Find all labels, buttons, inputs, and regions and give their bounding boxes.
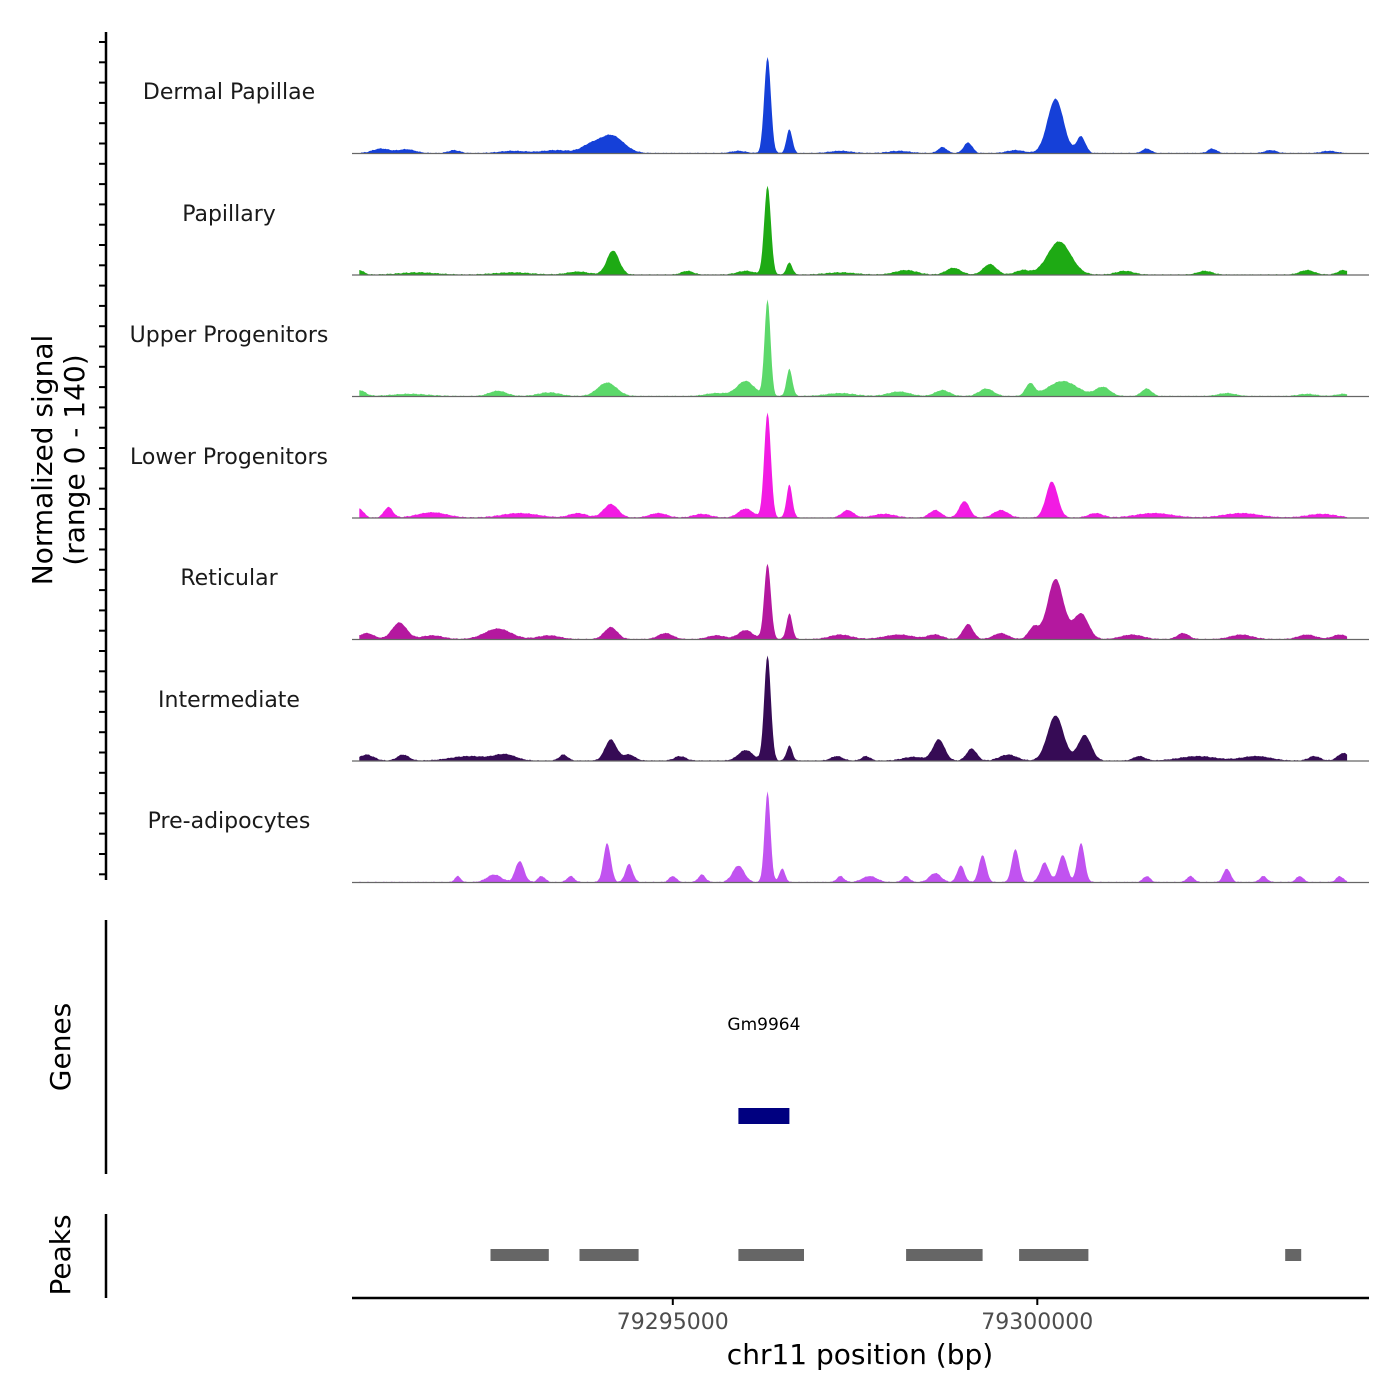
gene-label: Gm9964 [727,1015,800,1035]
track-label-reticular: Reticular [180,566,278,591]
coverage-tracks [352,57,1369,884]
coverage-area [359,299,1348,397]
genes-panel-title: Genes [44,1003,77,1091]
track-upper-progenitors [352,299,1369,398]
x-tick-label: 79295000 [617,1310,729,1335]
x-tick-label: 79300000 [981,1310,1093,1335]
track-reticular [352,563,1369,641]
genes-title-group: Genes [44,1003,77,1091]
x-axis-title: chr11 position (bp) [727,1338,993,1371]
track-papillary [352,185,1369,276]
peak-region [1285,1249,1302,1261]
genes-track: Gm9964 [727,1015,800,1124]
peak-region [579,1249,639,1261]
coverage-area [359,655,1348,761]
peaks-track [490,1249,1302,1261]
coverage-area [359,791,1348,883]
peak-region [1019,1249,1089,1261]
coverage-area [359,185,1348,275]
peaks-panel-title: Peaks [44,1214,77,1295]
track-pre-adipocytes [352,791,1369,884]
track-label-papillary: Papillary [182,202,276,227]
coverage-area [359,57,1348,154]
coverage-left-ticks [99,41,106,876]
y-axis-title-group: Normalized signal (range 0 - 140) [26,335,91,586]
peak-region [906,1249,983,1261]
peaks-title-group: Peaks [44,1214,77,1295]
coverage-area [359,563,1348,640]
track-dermal-papillae [352,57,1369,155]
gene-body [738,1108,790,1124]
track-label-intermediate: Intermediate [158,688,300,713]
track-label-dermal-papillae: Dermal Papillae [143,80,315,105]
x-axis-ticks: 79295000 79300000 [617,1298,1093,1335]
track-label-upper-progenitors: Upper Progenitors [130,323,329,348]
y-axis-title-line1: Normalized signal [26,335,59,586]
track-lower-progenitors [352,412,1369,519]
track-label-lower-progenitors: Lower Progenitors [130,445,328,470]
track-label-pre-adipocytes: Pre-adipocytes [148,809,311,834]
track-intermediate [352,655,1369,762]
y-axis-title-line2: (range 0 - 140) [58,354,91,565]
peak-region [490,1249,549,1261]
peak-region [738,1249,804,1261]
coverage-area [359,412,1348,518]
